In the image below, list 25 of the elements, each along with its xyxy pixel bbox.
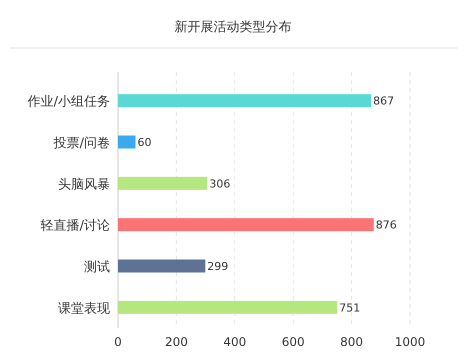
data-label: 867: [373, 94, 394, 108]
x-tick-label: 1000: [394, 335, 426, 349]
bar: [118, 176, 208, 190]
y-tick-label: 作业/小组任务: [26, 94, 110, 110]
data-label: 299: [207, 260, 228, 273]
bar: [118, 136, 136, 148]
bar: [118, 260, 206, 272]
x-tick-label: 600: [282, 335, 305, 349]
bar: [118, 300, 338, 314]
x-tick-label: 0: [114, 335, 122, 349]
y-tick-label: 投票/问卷: [52, 136, 110, 151]
data-label: 60: [138, 136, 152, 149]
y-tick-label: 测试: [84, 260, 110, 275]
x-tick-label: 400: [223, 335, 246, 349]
y-tick-label: 轻直播/讨论: [40, 218, 110, 234]
y-tick-label: 课堂表现: [58, 301, 110, 316]
data-label: 306: [209, 177, 230, 190]
x-tick-label: 200: [164, 335, 188, 349]
bar: [118, 94, 372, 108]
data-label: 751: [339, 301, 360, 314]
chart-title: 新开展活动类型分布: [174, 20, 292, 35]
x-tick-label: 800: [340, 335, 364, 349]
data-label: 876: [376, 218, 397, 232]
bar: [118, 218, 374, 232]
y-tick-label: 头脑风暴: [58, 177, 110, 192]
